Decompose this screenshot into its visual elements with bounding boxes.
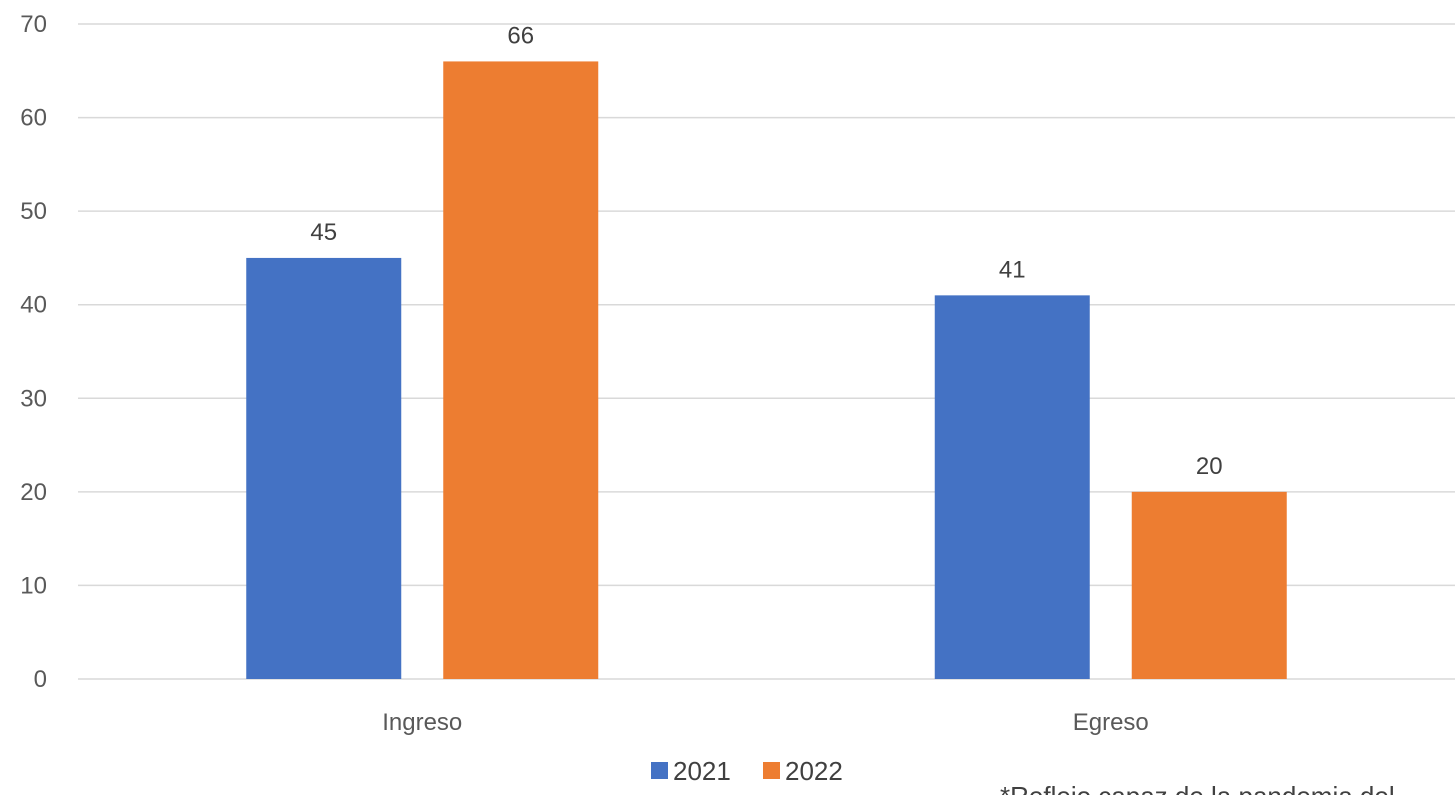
x-category-label-egreso: Egreso [1073, 709, 1149, 736]
footnote-text: *Reflejo capaz de la pandemia del [1000, 781, 1395, 795]
y-tick-label-20: 20 [20, 479, 47, 506]
y-tick-label-10: 10 [20, 572, 47, 599]
bar-ingreso-2022 [443, 61, 599, 679]
x-axis-categories: Ingreso Egreso [382, 709, 1149, 736]
legend-label-2022: 2022 [785, 756, 843, 786]
bar-ingreso-2021 [246, 257, 402, 679]
bar-egreso-2021 [934, 295, 1090, 679]
data-labels: 45 66 41 20 [310, 22, 1222, 479]
y-tick-label-70: 70 [20, 11, 47, 38]
data-label-egreso-2022: 20 [1196, 453, 1223, 480]
legend-swatch-2021 [651, 762, 668, 779]
bars [246, 61, 1287, 679]
y-tick-label-60: 60 [20, 105, 47, 132]
legend-label-2021: 2021 [673, 756, 731, 786]
y-axis-ticks: 0 10 20 30 40 50 60 70 [20, 11, 47, 693]
data-label-egreso-2021: 41 [999, 256, 1026, 283]
y-tick-label-40: 40 [20, 292, 47, 319]
legend-swatch-2022 [763, 762, 780, 779]
bar-egreso-2022 [1131, 491, 1287, 679]
y-tick-label-0: 0 [34, 666, 47, 693]
y-tick-label-50: 50 [20, 198, 47, 225]
y-tick-label-30: 30 [20, 385, 47, 412]
x-category-label-ingreso: Ingreso [382, 709, 462, 736]
legend: 2021 2022 [651, 756, 843, 786]
data-label-ingreso-2022: 66 [507, 22, 534, 49]
data-label-ingreso-2021: 45 [310, 219, 337, 246]
